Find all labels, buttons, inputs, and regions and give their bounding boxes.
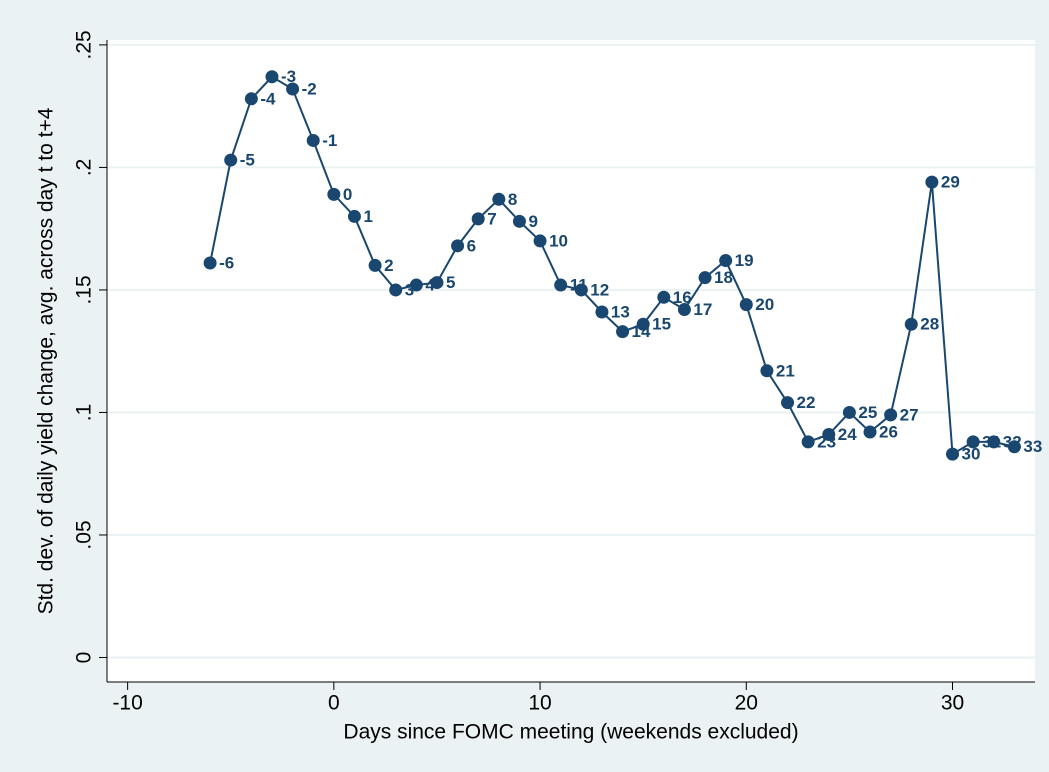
marker xyxy=(554,278,568,292)
marker xyxy=(739,298,753,312)
point-label: 18 xyxy=(714,268,733,287)
point-label: -3 xyxy=(281,67,296,86)
marker xyxy=(842,405,856,419)
marker xyxy=(409,278,423,292)
point-label: -6 xyxy=(219,253,234,272)
point-label: 9 xyxy=(528,212,537,231)
marker xyxy=(203,256,217,270)
marker xyxy=(451,239,465,253)
point-label: 33 xyxy=(1023,437,1042,456)
point-label: 19 xyxy=(735,251,754,270)
marker xyxy=(677,303,691,317)
marker xyxy=(595,305,609,319)
marker xyxy=(987,435,1001,449)
marker xyxy=(636,317,650,331)
marker xyxy=(657,290,671,304)
point-label: 0 xyxy=(343,185,352,204)
point-label: 4 xyxy=(425,276,435,295)
marker xyxy=(966,435,980,449)
x-tick-label: 30 xyxy=(941,692,964,715)
marker xyxy=(946,447,960,461)
point-label: -5 xyxy=(240,151,255,170)
marker xyxy=(884,408,898,422)
point-label: 24 xyxy=(838,425,857,444)
point-label: 13 xyxy=(611,302,630,321)
point-label: 26 xyxy=(879,423,898,442)
marker xyxy=(327,187,341,201)
marker xyxy=(286,82,300,96)
line xyxy=(209,75,1015,456)
marker xyxy=(904,317,918,331)
x-tick-label: 10 xyxy=(528,692,551,715)
marker xyxy=(347,209,361,223)
point-label: 20 xyxy=(755,295,774,314)
point-label: 7 xyxy=(487,209,496,228)
marker xyxy=(492,192,506,206)
point-label: 21 xyxy=(776,361,795,380)
marker xyxy=(822,428,836,442)
marker xyxy=(430,276,444,290)
marker xyxy=(224,153,238,167)
x-tick-label: 0 xyxy=(328,692,340,715)
marker xyxy=(265,70,279,84)
marker xyxy=(306,133,320,147)
point-label: 25 xyxy=(858,403,877,422)
y-tick-label: .2 xyxy=(73,159,96,177)
y-axis-title: Std. dev. of daily yield change, avg. ac… xyxy=(35,107,58,614)
marker xyxy=(760,364,774,378)
y-tick-label: .15 xyxy=(73,275,96,304)
point-label: -2 xyxy=(302,79,317,98)
marker xyxy=(801,435,815,449)
marker xyxy=(533,234,547,248)
x-tick-label: -10 xyxy=(112,692,142,715)
x-tick-label: 20 xyxy=(735,692,758,715)
point-label: 3 xyxy=(405,280,414,299)
point-label: 30 xyxy=(962,445,981,464)
point-label: 10 xyxy=(549,231,568,250)
point-label: 27 xyxy=(900,405,919,424)
marker xyxy=(574,283,588,297)
point-label: 2 xyxy=(384,256,393,275)
point-label: 1 xyxy=(363,207,372,226)
marker xyxy=(1007,440,1021,454)
point-label: 22 xyxy=(797,393,816,412)
point-label: 8 xyxy=(508,190,517,209)
y-tick-label: .05 xyxy=(73,520,96,549)
point-label: 6 xyxy=(467,236,476,255)
point-label: 12 xyxy=(590,280,609,299)
plot-area xyxy=(107,40,1035,682)
point-label: 28 xyxy=(920,315,939,334)
marker xyxy=(698,271,712,285)
y-tick-label: .1 xyxy=(73,404,96,422)
y-tick-label: 0 xyxy=(73,652,96,664)
marker xyxy=(781,396,795,410)
marker xyxy=(389,283,403,297)
marker xyxy=(616,325,630,339)
marker xyxy=(863,425,877,439)
point-label: 29 xyxy=(941,173,960,192)
marker xyxy=(244,92,258,106)
point-label: 17 xyxy=(693,300,712,319)
marker xyxy=(719,254,733,268)
point-label: 15 xyxy=(652,315,671,334)
marker xyxy=(471,212,485,226)
marker xyxy=(512,214,526,228)
point-label: -4 xyxy=(260,89,276,108)
point-label: 16 xyxy=(673,288,692,307)
marker xyxy=(925,175,939,189)
point-label: 5 xyxy=(446,273,455,292)
marker xyxy=(368,258,382,272)
x-axis-title: Days since FOMC meeting (weekends exclud… xyxy=(343,721,798,744)
y-tick-label: .25 xyxy=(73,30,96,59)
point-label: -1 xyxy=(322,131,337,150)
